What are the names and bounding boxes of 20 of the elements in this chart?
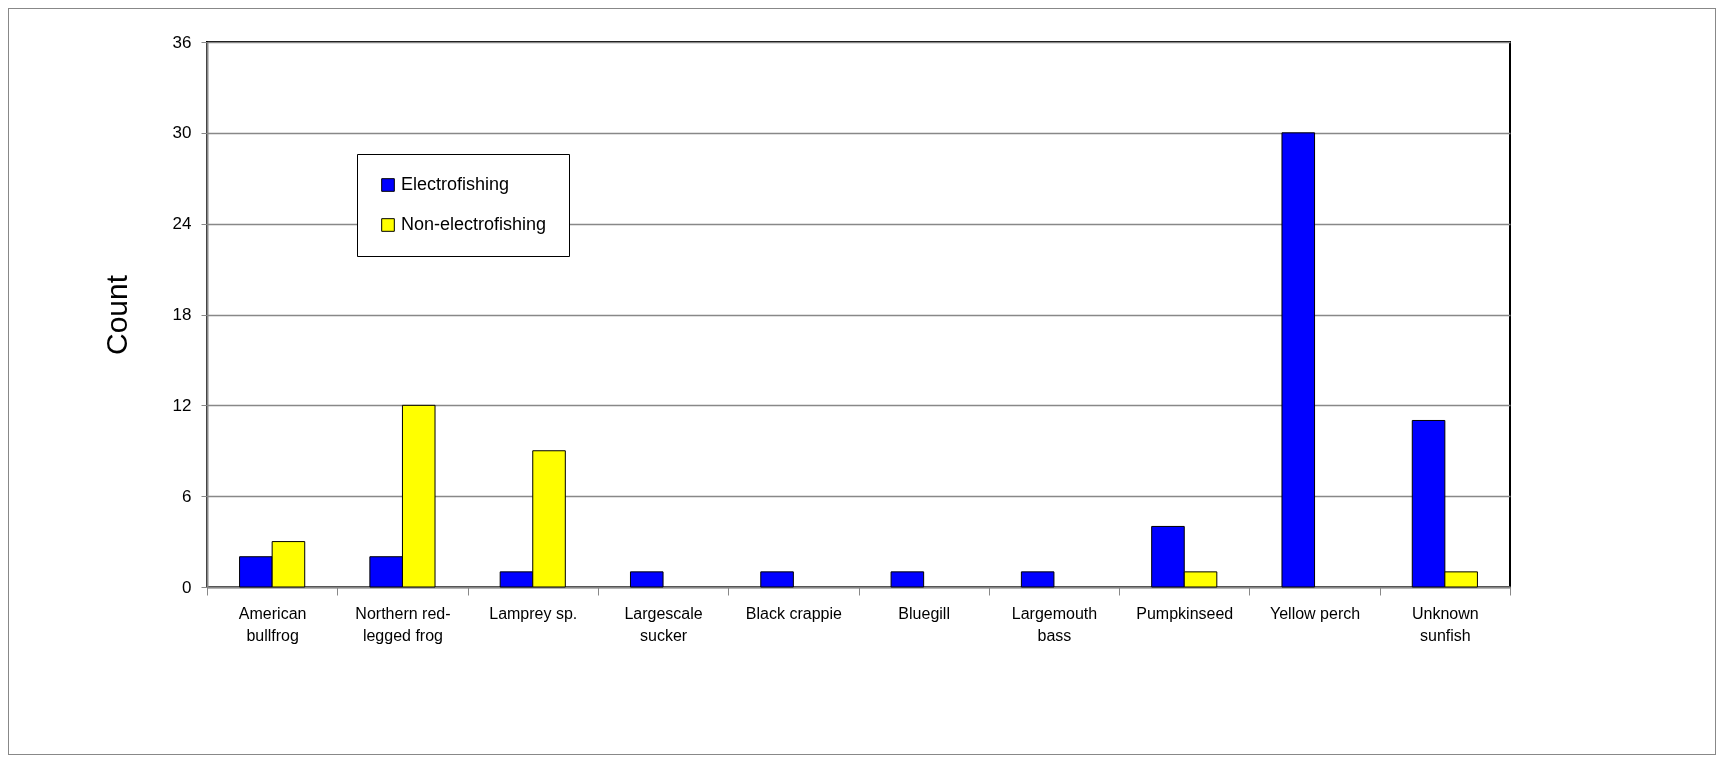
x-tick-label: Lamprey sp. xyxy=(489,604,578,622)
x-tick-label: Yellow perch xyxy=(1269,604,1361,622)
y-tick-label: 12 xyxy=(172,395,192,415)
y-tick-label: 24 xyxy=(172,214,192,234)
legend-label: Non-electrofishing xyxy=(401,214,547,234)
y-tick-label: 36 xyxy=(172,32,192,52)
x-tick-label: American bullfrog xyxy=(238,604,307,644)
x-tick-label: Northern red-legged frog xyxy=(355,604,451,644)
x-tick-label: Pumpkinseed xyxy=(1136,604,1234,622)
x-tick-label: Largemouth bass xyxy=(1011,604,1098,644)
y-tick-label: 0 xyxy=(182,577,192,597)
x-tick-label: Largescale sucker xyxy=(624,604,703,644)
x-tick-label: Black crappie xyxy=(745,604,842,622)
y-axis-title: Count xyxy=(99,274,133,356)
x-tick-label: Bluegill xyxy=(898,604,950,622)
legend-label: Electrofishing xyxy=(401,174,510,194)
x-tick-label: Unknown sunfish xyxy=(1412,604,1479,644)
y-tick-label: 30 xyxy=(172,123,192,143)
y-tick-label: 18 xyxy=(172,305,192,324)
y-tick-label: 6 xyxy=(182,486,192,506)
